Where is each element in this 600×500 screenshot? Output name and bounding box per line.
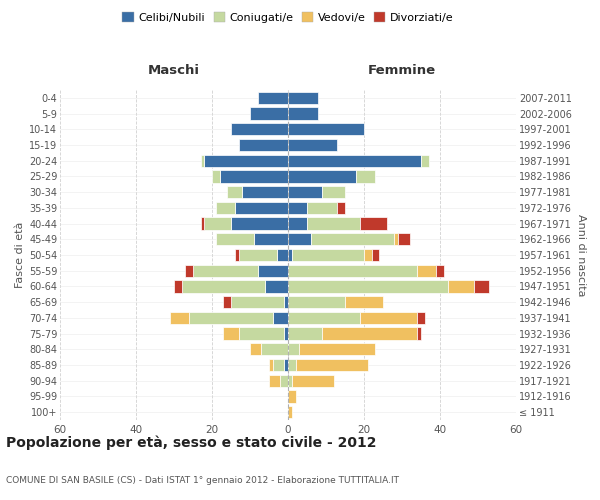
Bar (288, 186, 322, 198)
Bar (421, 154, 428, 167)
Bar (205, 154, 288, 167)
Bar (231, 296, 284, 308)
Text: COMUNE DI SAN BASILE (CS) - Dati ISTAT 1° gennaio 2012 - Elaborazione TUTTITALIA: COMUNE DI SAN BASILE (CS) - Dati ISTAT 1… (6, 476, 399, 485)
Bar (288, 359, 296, 371)
Bar (216, 233, 254, 245)
Bar (311, 233, 394, 245)
Bar (288, 218, 307, 230)
Bar (239, 249, 277, 261)
Bar (273, 359, 284, 371)
Bar (193, 264, 257, 277)
Bar (239, 139, 288, 151)
Bar (288, 374, 292, 387)
Bar (257, 264, 288, 277)
Bar (398, 233, 410, 245)
Bar (364, 249, 371, 261)
Bar (200, 154, 205, 167)
Bar (174, 280, 182, 292)
Bar (394, 233, 398, 245)
Bar (322, 186, 345, 198)
Bar (257, 92, 288, 104)
Bar (292, 374, 334, 387)
Bar (417, 312, 425, 324)
Bar (288, 123, 364, 136)
Bar (322, 328, 417, 340)
Bar (227, 186, 242, 198)
Bar (288, 202, 307, 214)
Bar (288, 249, 292, 261)
Bar (288, 280, 448, 292)
Text: Maschi: Maschi (148, 64, 200, 78)
Bar (223, 296, 231, 308)
Bar (345, 296, 383, 308)
Bar (284, 359, 288, 371)
Bar (288, 170, 356, 182)
Bar (356, 170, 376, 182)
Bar (307, 218, 360, 230)
Bar (254, 233, 288, 245)
Bar (288, 233, 311, 245)
Bar (288, 108, 319, 120)
Bar (205, 218, 231, 230)
Bar (212, 170, 220, 182)
Bar (242, 186, 288, 198)
Bar (288, 92, 319, 104)
Bar (216, 202, 235, 214)
Bar (235, 249, 239, 261)
Bar (200, 218, 205, 230)
Bar (189, 312, 273, 324)
Bar (220, 170, 288, 182)
Bar (448, 280, 474, 292)
Bar (235, 202, 288, 214)
Bar (262, 343, 288, 355)
Bar (299, 343, 376, 355)
Bar (265, 280, 288, 292)
Bar (417, 328, 421, 340)
Bar (288, 264, 417, 277)
Bar (417, 264, 436, 277)
Bar (292, 249, 364, 261)
Legend: Celibi/Nubili, Coniugati/e, Vedovi/e, Divorziati/e: Celibi/Nubili, Coniugati/e, Vedovi/e, Di… (118, 8, 458, 28)
Bar (170, 312, 189, 324)
Bar (307, 202, 337, 214)
Y-axis label: Fasce di età: Fasce di età (14, 222, 25, 288)
Y-axis label: Anni di nascita: Anni di nascita (575, 214, 586, 296)
Bar (239, 328, 284, 340)
Bar (250, 108, 288, 120)
Bar (360, 218, 387, 230)
Bar (269, 374, 280, 387)
Bar (250, 343, 262, 355)
Bar (288, 139, 337, 151)
Bar (288, 312, 360, 324)
Bar (288, 343, 299, 355)
Bar (288, 296, 345, 308)
Bar (288, 328, 322, 340)
Bar (277, 249, 288, 261)
Text: Femmine: Femmine (368, 64, 436, 78)
Bar (360, 312, 417, 324)
Bar (371, 249, 379, 261)
Bar (337, 202, 345, 214)
Text: Popolazione per età, sesso e stato civile - 2012: Popolazione per età, sesso e stato civil… (6, 436, 377, 450)
Bar (182, 280, 265, 292)
Bar (284, 296, 288, 308)
Bar (296, 359, 368, 371)
Bar (284, 328, 288, 340)
Bar (436, 264, 444, 277)
Bar (269, 359, 273, 371)
Bar (231, 123, 288, 136)
Bar (288, 390, 296, 402)
Bar (231, 218, 288, 230)
Bar (273, 312, 288, 324)
Bar (288, 154, 421, 167)
Bar (185, 264, 193, 277)
Bar (288, 406, 292, 418)
Bar (223, 328, 239, 340)
Bar (280, 374, 288, 387)
Bar (474, 280, 490, 292)
